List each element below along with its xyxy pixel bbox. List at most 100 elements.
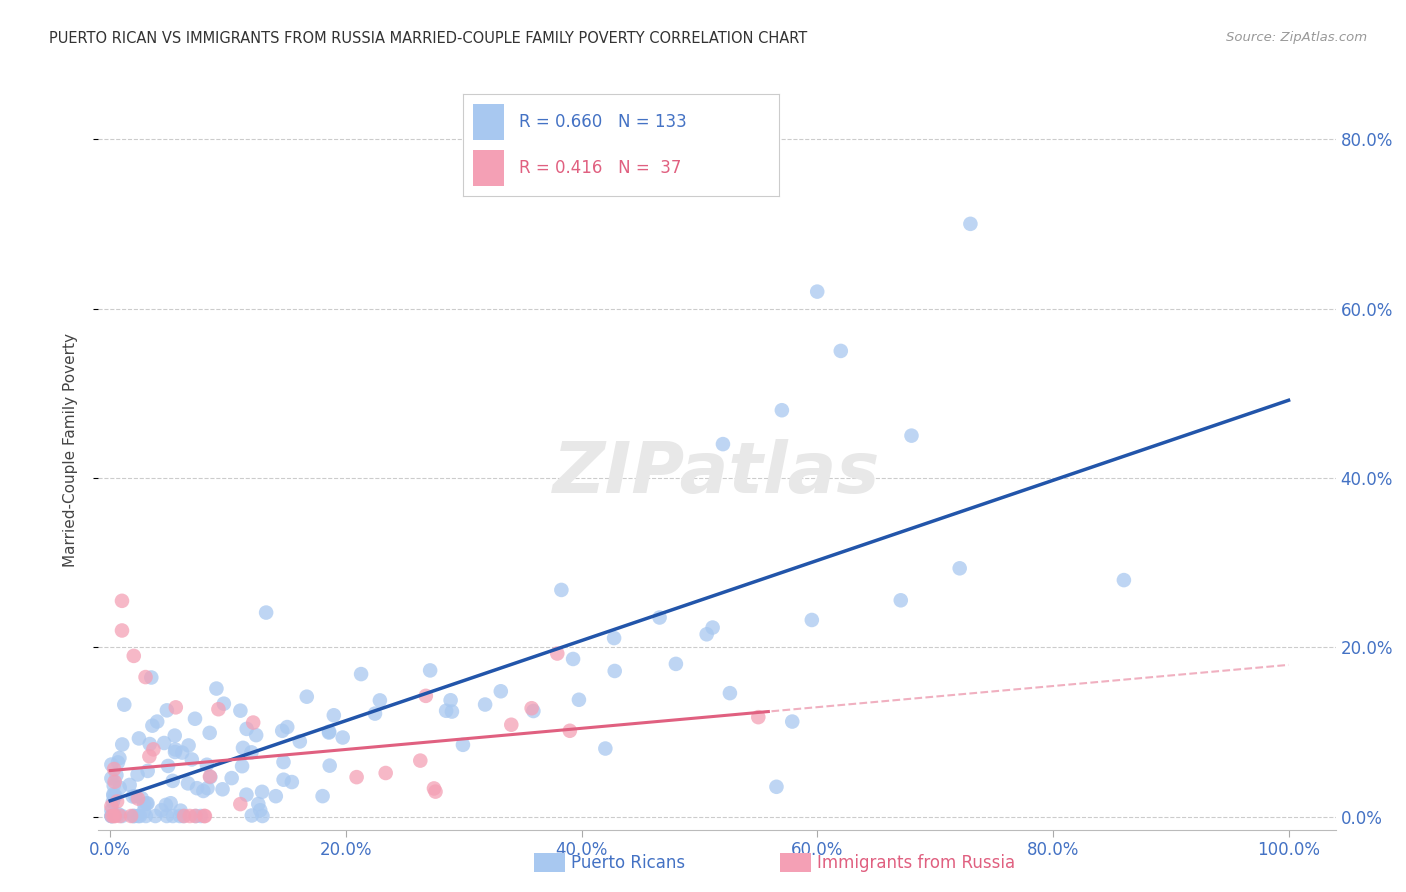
- Point: [806, 285, 828, 299]
- Point: [136, 764, 159, 778]
- Point: [100, 757, 122, 772]
- Point: [128, 731, 150, 746]
- Point: [900, 428, 922, 442]
- Point: [103, 788, 125, 802]
- Point: [180, 752, 202, 766]
- Point: [101, 795, 124, 809]
- Point: [127, 791, 149, 805]
- Point: [142, 742, 165, 756]
- Point: [364, 706, 387, 721]
- Point: [163, 745, 186, 759]
- Point: [440, 705, 463, 719]
- Point: [288, 734, 311, 748]
- Point: [264, 789, 287, 804]
- Text: Immigrants from Russia: Immigrants from Russia: [817, 854, 1015, 871]
- Text: Puerto Ricans: Puerto Ricans: [571, 854, 685, 871]
- Point: [959, 217, 981, 231]
- Point: [374, 766, 396, 780]
- Point: [229, 704, 252, 718]
- Point: [890, 593, 912, 607]
- Point: [105, 794, 128, 808]
- Point: [800, 613, 823, 627]
- Point: [100, 809, 122, 823]
- Point: [211, 782, 233, 797]
- Point: [155, 797, 177, 812]
- Point: [193, 784, 215, 798]
- Point: [127, 809, 149, 823]
- Point: [295, 690, 318, 704]
- Point: [603, 664, 626, 678]
- Point: [252, 809, 274, 823]
- Point: [108, 780, 131, 795]
- Point: [186, 781, 208, 796]
- Point: [489, 684, 512, 698]
- Point: [169, 809, 191, 823]
- Point: [165, 700, 187, 714]
- Point: [107, 807, 129, 822]
- Point: [104, 774, 127, 789]
- Point: [207, 702, 229, 716]
- Point: [350, 667, 373, 681]
- Point: [118, 778, 141, 792]
- Point: [179, 809, 201, 823]
- Point: [830, 343, 852, 358]
- Point: [100, 799, 122, 814]
- Point: [198, 726, 221, 740]
- Point: [249, 803, 271, 817]
- Point: [240, 745, 263, 759]
- Point: [205, 681, 228, 696]
- Point: [423, 781, 446, 796]
- Point: [235, 788, 257, 802]
- Point: [250, 785, 273, 799]
- Point: [194, 809, 217, 823]
- Point: [522, 704, 544, 718]
- Point: [474, 698, 496, 712]
- Point: [198, 770, 221, 784]
- Point: [550, 582, 572, 597]
- Point: [520, 701, 543, 715]
- Point: [103, 779, 125, 793]
- Point: [127, 767, 149, 781]
- Point: [112, 698, 135, 712]
- Point: [197, 781, 219, 796]
- Point: [231, 759, 253, 773]
- Point: [135, 670, 157, 684]
- Point: [546, 647, 568, 661]
- Point: [136, 797, 159, 811]
- Point: [138, 737, 160, 751]
- Point: [103, 762, 125, 776]
- Point: [122, 648, 145, 663]
- Point: [1112, 573, 1135, 587]
- Point: [100, 809, 122, 823]
- Point: [173, 809, 195, 823]
- Point: [124, 789, 146, 804]
- Point: [111, 738, 134, 752]
- Point: [177, 776, 200, 790]
- Point: [276, 720, 298, 734]
- Point: [103, 789, 125, 803]
- Y-axis label: Married-Couple Family Poverty: Married-Couple Family Poverty: [63, 334, 77, 567]
- Point: [568, 692, 591, 706]
- Point: [162, 809, 184, 823]
- Point: [159, 796, 181, 810]
- Point: [711, 437, 734, 451]
- Point: [318, 724, 340, 739]
- Point: [696, 627, 718, 641]
- Point: [156, 809, 179, 823]
- Point: [156, 703, 179, 717]
- Point: [134, 797, 156, 812]
- Point: [138, 749, 160, 764]
- Point: [273, 772, 295, 787]
- Point: [240, 808, 263, 822]
- Point: [120, 809, 142, 823]
- Point: [122, 809, 145, 823]
- Point: [322, 708, 344, 723]
- Point: [184, 809, 207, 823]
- Point: [603, 631, 626, 645]
- Point: [108, 751, 131, 765]
- Point: [254, 606, 277, 620]
- Point: [409, 754, 432, 768]
- Point: [332, 731, 354, 745]
- Point: [200, 770, 222, 784]
- Point: [770, 403, 793, 417]
